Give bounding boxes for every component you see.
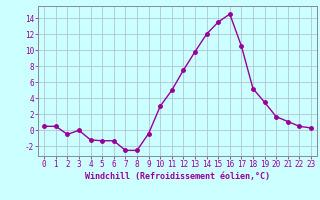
X-axis label: Windchill (Refroidissement éolien,°C): Windchill (Refroidissement éolien,°C) bbox=[85, 172, 270, 181]
